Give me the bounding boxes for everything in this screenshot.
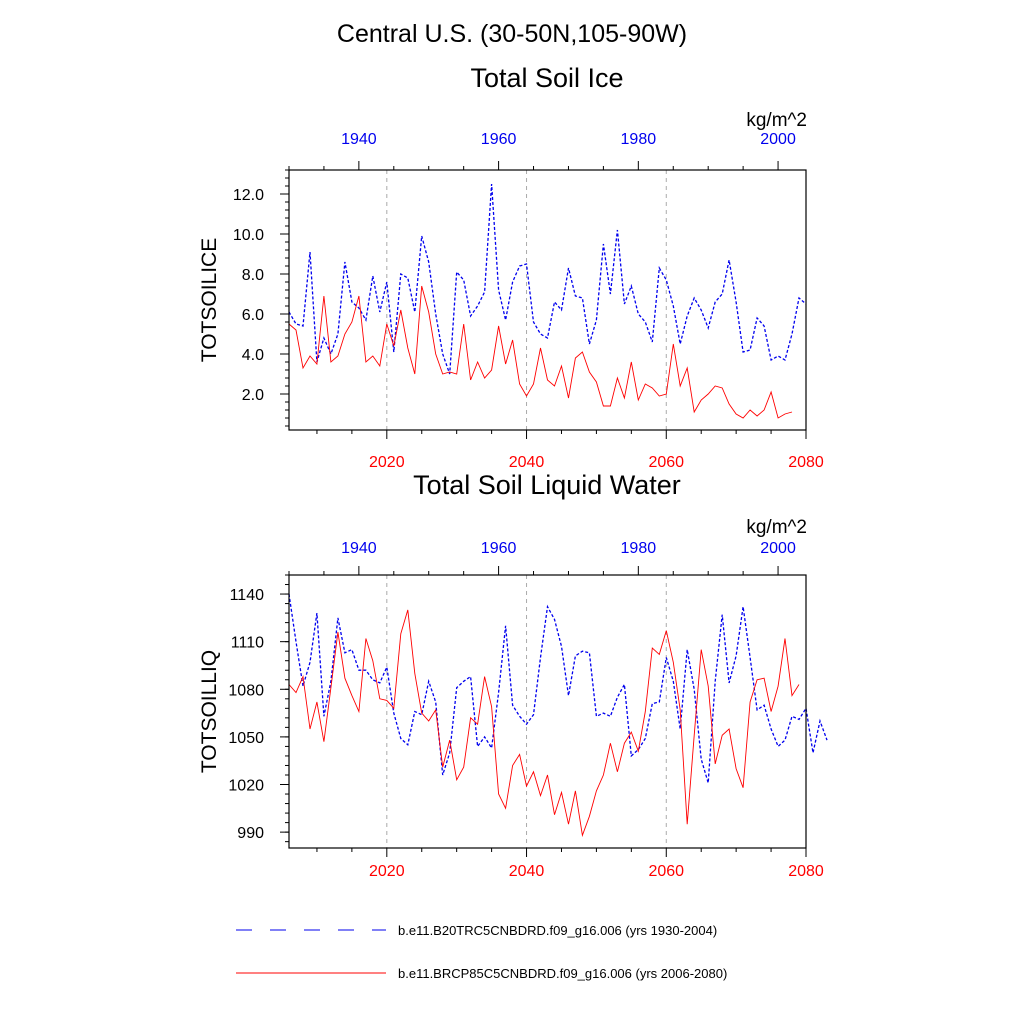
chart-title: Total Soil Ice (470, 63, 623, 93)
y-tick-label: 1020 (228, 778, 264, 795)
chart-panel-2: Total Soil Liquid Water kg/m^2 990 1020 1050… (198, 470, 828, 880)
y-tick-label: 1140 (230, 587, 265, 604)
y-axis-label: TOTSOILICE (198, 238, 221, 362)
plot-frame (288, 169, 807, 431)
x-bottom-tick-label: 2020 (369, 863, 405, 880)
chart-title: Total Soil Liquid Water (413, 470, 681, 500)
series-line-historical (288, 183, 807, 375)
x-top-tick-label: 1960 (481, 540, 517, 557)
y-tick-label: 2.0 (242, 387, 264, 404)
x-bottom-tick-label: 2060 (648, 454, 684, 471)
y-tick-label: 1080 (228, 682, 264, 699)
x-bottom-tick-label: 2080 (788, 863, 824, 880)
x-bottom-tick-label: 2060 (648, 863, 684, 880)
x-top-tick-label: 1940 (341, 131, 377, 148)
x-top-tick-label: 1940 (341, 540, 377, 557)
x-top-tick-label: 2000 (760, 540, 796, 557)
y-tick-label: 1110 (231, 635, 264, 652)
x-bottom-tick-label: 2080 (788, 454, 824, 471)
x-bottom-tick-label: 2020 (369, 454, 405, 471)
y-tick-label: 1050 (228, 730, 264, 747)
legend-item: b.e11.B20TRC5CNBDRD.f09_g16.006 (yrs 193… (236, 923, 717, 938)
chart-panel-1: Total Soil Ice kg/m^2 2.0 4.0 6.0 8.0 10.0 12.0… (198, 63, 824, 471)
series-line-historical (288, 593, 828, 784)
series-line-rcp85 (288, 285, 793, 419)
y-tick-label: 10.0 (233, 227, 264, 244)
x-bottom-tick-label: 2040 (509, 863, 545, 880)
x-top-tick-label: 1980 (621, 540, 657, 557)
x-top-tick-label: 2000 (760, 131, 796, 148)
y-tick-label: 6.0 (242, 307, 264, 324)
y-tick-label: 8.0 (242, 267, 264, 284)
x-top-tick-label: 1980 (621, 131, 657, 148)
y-tick-label: 12.0 (233, 187, 264, 204)
y-tick-label: 4.0 (242, 347, 264, 364)
legend: b.e11.B20TRC5CNBDRD.f09_g16.006 (yrs 193… (236, 923, 727, 981)
region-title: Central U.S. (30-50N,105-90W) (337, 20, 687, 48)
units-label: kg/m^2 (746, 517, 807, 538)
x-bottom-tick-label: 2040 (509, 454, 545, 471)
series-line-rcp85 (288, 609, 800, 838)
x-top-tick-label: 1960 (481, 131, 517, 148)
units-label: kg/m^2 (746, 110, 807, 131)
y-axis-label: TOTSOILLIQ (198, 650, 221, 773)
y-tick-label: 990 (237, 825, 264, 842)
legend-label: b.e11.BRCP85C5CNBDRD.f09_g16.006 (yrs 20… (398, 966, 727, 981)
legend-label: b.e11.B20TRC5CNBDRD.f09_g16.006 (yrs 193… (398, 923, 717, 938)
legend-item: b.e11.BRCP85C5CNBDRD.f09_g16.006 (yrs 20… (236, 966, 727, 981)
plot-frame (288, 574, 807, 849)
